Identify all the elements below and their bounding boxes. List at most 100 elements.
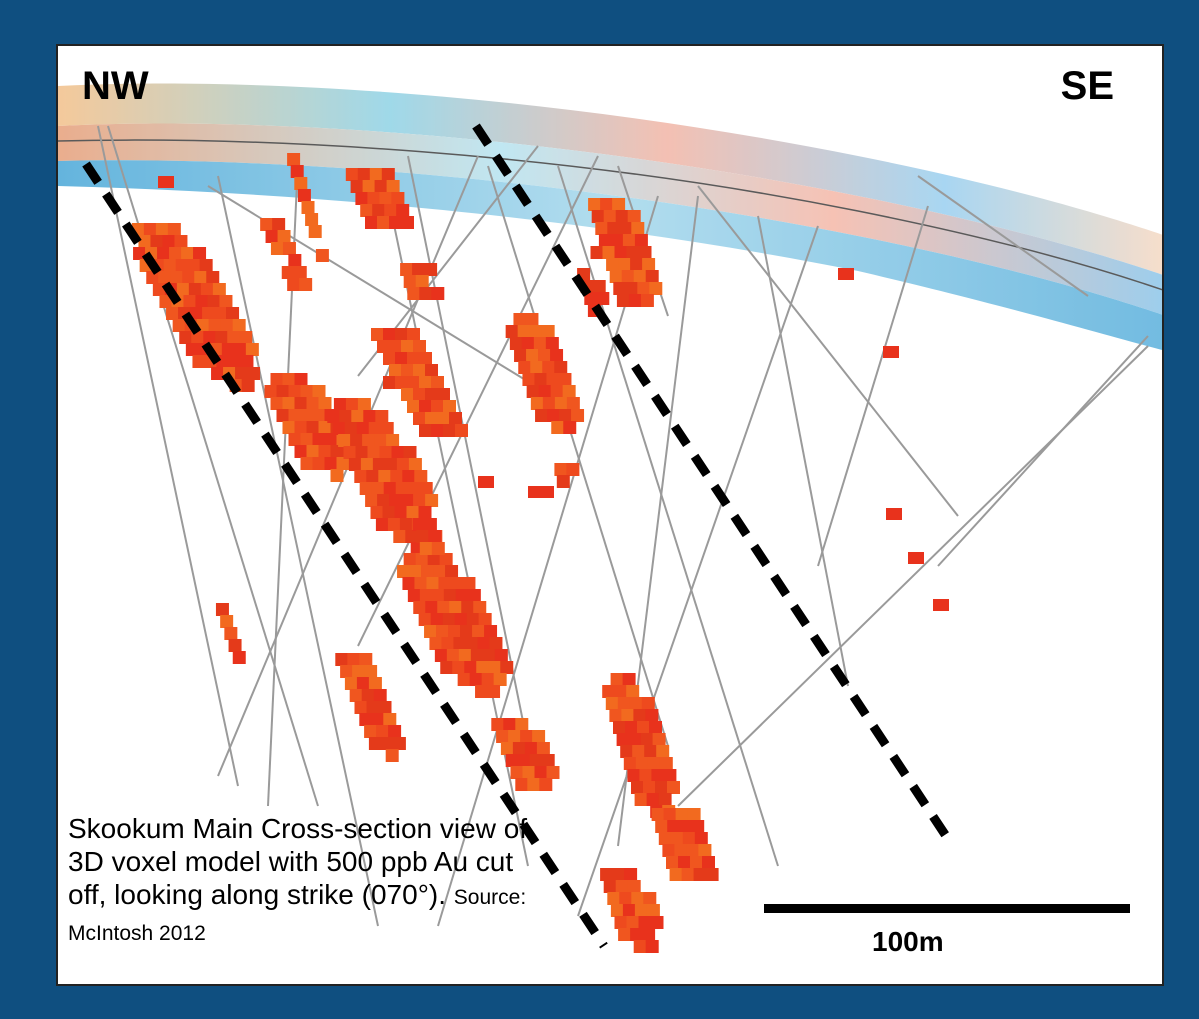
- voxel: [542, 361, 556, 374]
- voxel: [324, 433, 338, 446]
- voxel: [306, 397, 320, 410]
- voxel: [702, 856, 715, 869]
- voxel: [566, 397, 580, 410]
- voxel: [306, 445, 320, 458]
- voxel: [450, 577, 464, 590]
- voxel: [387, 518, 401, 531]
- voxel: [640, 733, 654, 746]
- voxel: [330, 445, 344, 458]
- voxel: [505, 325, 519, 338]
- voxel: [413, 494, 427, 507]
- voxel: [200, 283, 214, 296]
- voxel: [202, 307, 216, 320]
- voxel: [366, 470, 380, 483]
- scale-bar: [764, 904, 1130, 913]
- voxel: [886, 508, 902, 520]
- voxel: [386, 180, 400, 193]
- voxel: [362, 180, 376, 193]
- voxel: [616, 733, 630, 746]
- voxel: [571, 409, 585, 422]
- voxel: [694, 832, 708, 845]
- voxel: [348, 458, 362, 471]
- voxel: [600, 198, 614, 211]
- voxel: [634, 234, 648, 247]
- voxel: [181, 247, 195, 260]
- voxel: [294, 397, 308, 410]
- voxel: [539, 778, 553, 791]
- voxel: [365, 494, 379, 507]
- voxel: [642, 928, 656, 941]
- voxel: [395, 482, 409, 495]
- voxel: [335, 653, 349, 666]
- voxel: [554, 397, 568, 410]
- voxel: [631, 222, 645, 235]
- voxel: [176, 283, 190, 296]
- voxel: [360, 204, 374, 217]
- voxel: [375, 518, 389, 531]
- voxel: [591, 210, 605, 223]
- voxel: [541, 754, 555, 767]
- voxel: [345, 398, 359, 411]
- voxel: [530, 397, 544, 410]
- voxel: [606, 258, 620, 271]
- voxel: [610, 904, 624, 917]
- drill-trace: [217, 175, 379, 927]
- voxel: [179, 331, 193, 344]
- voxel: [193, 247, 207, 260]
- voxel: [610, 673, 624, 686]
- surface-line: [58, 139, 1162, 291]
- voxel: [293, 266, 307, 279]
- voxel: [373, 689, 387, 702]
- voxel: [453, 637, 467, 650]
- voxel: [227, 331, 241, 344]
- voxel: [630, 928, 644, 941]
- voxel: [690, 856, 703, 869]
- scale-bar-label: 100m: [872, 926, 944, 957]
- voxel: [693, 868, 707, 881]
- voxel: [532, 730, 546, 743]
- voxel: [344, 677, 358, 690]
- voxel: [536, 742, 550, 755]
- drill-trace: [677, 345, 1149, 807]
- voxel: [448, 625, 462, 638]
- voxel: [643, 892, 657, 905]
- voxel: [241, 379, 255, 392]
- voxel: [620, 745, 634, 758]
- voxel: [625, 721, 638, 734]
- voxel: [220, 319, 234, 332]
- voxel: [477, 637, 491, 650]
- voxel: [416, 530, 430, 543]
- voxel: [351, 410, 365, 423]
- voxel: [214, 307, 228, 320]
- voxel: [301, 201, 315, 214]
- voxel: [603, 210, 617, 223]
- voxel: [503, 718, 517, 731]
- voxel: [529, 754, 543, 767]
- voxel: [232, 319, 246, 332]
- voxel: [505, 754, 519, 767]
- voxel: [630, 258, 644, 271]
- voxel: [682, 832, 696, 845]
- voxel: [300, 409, 314, 422]
- voxel: [655, 781, 668, 794]
- drill-trace: [917, 175, 1089, 297]
- voxel: [612, 868, 626, 881]
- voxel: [428, 530, 442, 543]
- voxel: [592, 280, 606, 293]
- voxel: [294, 421, 308, 434]
- voxel: [627, 210, 641, 223]
- voxel: [698, 844, 712, 857]
- voxel: [641, 697, 655, 710]
- voxel: [290, 165, 304, 178]
- voxel: [517, 325, 531, 338]
- voxel: [380, 422, 394, 435]
- voxel: [628, 294, 642, 307]
- voxel: [667, 781, 680, 794]
- voxel: [327, 410, 341, 423]
- voxel: [315, 249, 329, 262]
- voxel: [686, 844, 700, 857]
- voxel: [344, 422, 358, 435]
- voxel: [526, 349, 540, 362]
- voxel: [374, 180, 388, 193]
- voxel: [554, 361, 568, 374]
